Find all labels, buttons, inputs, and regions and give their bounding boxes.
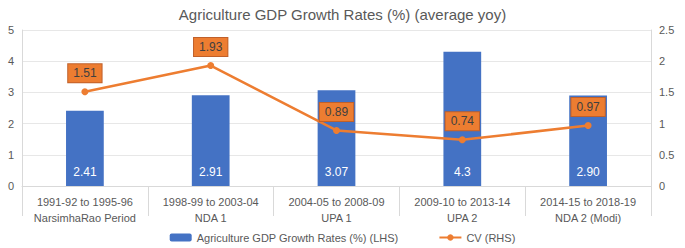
svg-text:5: 5 — [8, 24, 14, 36]
svg-text:NDA 2 (Modi): NDA 2 (Modi) — [555, 212, 621, 224]
svg-text:2.5: 2.5 — [659, 24, 674, 36]
svg-text:Agriculture GDP Growth Rates (: Agriculture GDP Growth Rates (%) (LHS) — [197, 232, 399, 244]
svg-text:1: 1 — [8, 149, 14, 161]
svg-text:3.07: 3.07 — [325, 165, 349, 179]
svg-text:2: 2 — [659, 55, 665, 67]
svg-text:3: 3 — [8, 86, 14, 98]
svg-text:2.91: 2.91 — [199, 165, 223, 179]
svg-text:2.41: 2.41 — [73, 165, 97, 179]
svg-text:0.5: 0.5 — [659, 149, 674, 161]
svg-text:1.5: 1.5 — [659, 86, 674, 98]
svg-text:1998-99 to 2003-04: 1998-99 to 2003-04 — [163, 196, 259, 208]
svg-text:Agriculture GDP Growth Rates (: Agriculture GDP Growth Rates (%) (averag… — [179, 6, 506, 23]
svg-text:4: 4 — [8, 55, 14, 67]
svg-text:2009-10 to 2013-14: 2009-10 to 2013-14 — [414, 196, 510, 208]
svg-text:1: 1 — [659, 118, 665, 130]
svg-text:NDA 1: NDA 1 — [195, 212, 227, 224]
svg-text:NarsimhaRao Period: NarsimhaRao Period — [34, 212, 136, 224]
svg-text:UPA 1: UPA 1 — [321, 212, 351, 224]
svg-text:0: 0 — [8, 180, 14, 192]
svg-text:2004-05 to 2008-09: 2004-05 to 2008-09 — [288, 196, 384, 208]
svg-text:0.97: 0.97 — [576, 100, 600, 114]
svg-text:2014-15 to 2018-19: 2014-15 to 2018-19 — [540, 196, 636, 208]
svg-text:CV (RHS): CV (RHS) — [466, 232, 515, 244]
svg-text:UPA 2: UPA 2 — [447, 212, 477, 224]
svg-text:1.51: 1.51 — [73, 66, 97, 80]
svg-text:1991-92 to 1995-96: 1991-92 to 1995-96 — [37, 196, 133, 208]
svg-text:2: 2 — [8, 118, 14, 130]
svg-text:0.89: 0.89 — [325, 105, 349, 119]
svg-text:0.74: 0.74 — [451, 114, 475, 128]
svg-text:2.90: 2.90 — [576, 165, 600, 179]
svg-text:1.93: 1.93 — [199, 40, 223, 54]
svg-text:0: 0 — [659, 180, 665, 192]
svg-text:4.3: 4.3 — [454, 165, 471, 179]
